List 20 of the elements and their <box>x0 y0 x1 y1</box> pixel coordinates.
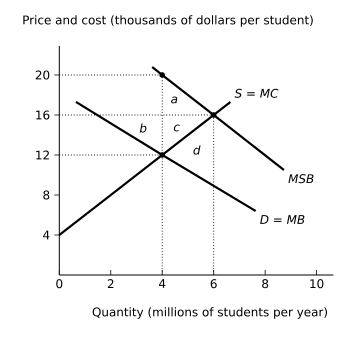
x-tick-label: 10 <box>310 279 324 288</box>
y-tick-label: 8 <box>43 190 50 200</box>
x-tick-label: 2 <box>108 279 114 288</box>
y-tick-label: 12 <box>36 150 49 160</box>
series-label: S = MC <box>234 88 278 98</box>
y-tick-label: 16 <box>36 110 50 120</box>
annotation: c <box>174 124 180 132</box>
x-axis-title: Quantity (millions of students per year) <box>92 307 328 319</box>
y-tick-label: 20 <box>36 70 50 80</box>
x-tick-label: 0 <box>56 279 62 288</box>
y-tick-label: 4 <box>43 230 50 240</box>
x-tick-label: 6 <box>210 279 217 288</box>
annotation: d <box>193 145 201 155</box>
x-tick-label: 8 <box>262 279 268 288</box>
series-label: D = MB <box>260 215 304 224</box>
series-label: MSB <box>288 174 314 184</box>
annotation: b <box>140 123 146 133</box>
annotation: a <box>171 96 178 104</box>
x-tick-label: 4 <box>158 279 166 288</box>
y-axis-title: Price and cost (thousands of dollars per student) <box>23 15 313 27</box>
